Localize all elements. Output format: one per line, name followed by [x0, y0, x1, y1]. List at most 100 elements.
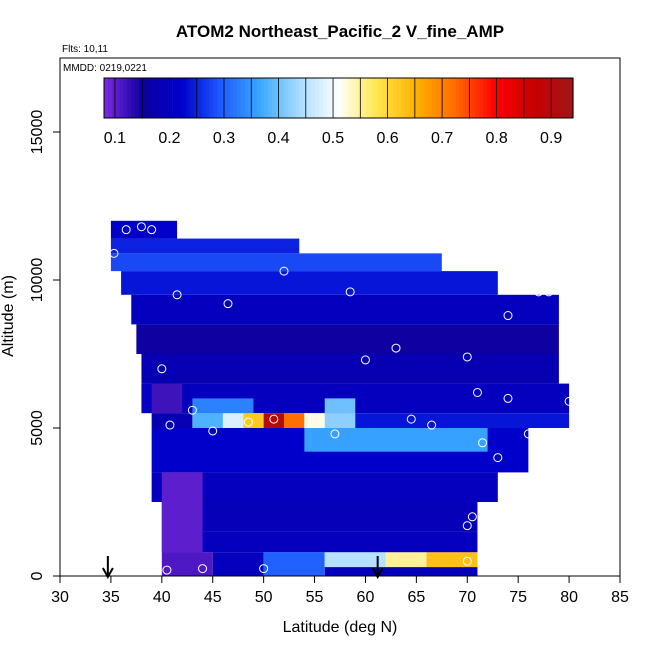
colorbar-segment [244, 78, 250, 118]
colorbar-segment [518, 78, 523, 118]
colorbar-segment [447, 78, 453, 118]
colorbar-segment [451, 78, 457, 118]
plot-frame [59, 57, 621, 577]
x-tick-label: 40 [153, 589, 171, 606]
heatmap-cell [192, 398, 254, 414]
colorbar-segment [389, 78, 394, 118]
y-tick-label: 15000 [29, 110, 46, 155]
colorbar-segment [146, 78, 152, 118]
colorbar-segment [307, 78, 312, 118]
colorbar-tick-label: 0.8 [486, 130, 508, 147]
sample-point [503, 275, 513, 285]
heatmap-cell [151, 413, 193, 428]
colorbar-segment [326, 78, 332, 118]
heatmap-cell [161, 531, 478, 553]
colorbar-segment [205, 78, 211, 118]
colorbar-segment [225, 78, 230, 118]
colorbar-segment [162, 78, 168, 118]
colorbar-segment [506, 78, 512, 118]
colorbar-segment [193, 78, 199, 118]
sample-point [503, 311, 513, 321]
colorbar-segment [342, 78, 347, 118]
colorbar-segment [127, 78, 132, 118]
heatmap-cell [141, 354, 559, 384]
colorbar-segment [526, 78, 531, 118]
sample-point [427, 420, 437, 430]
colorbar-segment [299, 78, 304, 118]
y-axis-label: Altitude (m) [0, 275, 17, 357]
arrow-head [101, 567, 114, 580]
colorbar-segment [373, 78, 379, 118]
sample-point [269, 414, 279, 424]
flights-label: Flts: 10,11 [62, 44, 108, 55]
colorbar-segment [287, 78, 293, 118]
colorbar-segment [264, 78, 269, 118]
sample-point [172, 290, 182, 300]
chart-title: ATOM2 Northeast_Pacific_2 V_fine_AMP [176, 22, 504, 41]
x-tick-label: 55 [306, 589, 324, 606]
colorbar-segment [170, 78, 175, 118]
colorbar-segment [322, 78, 328, 118]
colorbar-segment [401, 78, 406, 118]
colorbar-segment [436, 78, 441, 118]
colorbar-segment [455, 78, 461, 118]
colorbar-tick-label: 0.4 [267, 130, 289, 147]
colorbar-segment [166, 78, 172, 118]
colorbar-segment [221, 78, 226, 118]
heatmap-cell [136, 324, 559, 354]
colorbar-segment [295, 78, 301, 118]
colorbar-segment [197, 78, 203, 118]
colorbar-segment [217, 78, 222, 118]
heatmap-cell [222, 413, 244, 428]
colorbar-segment [311, 78, 316, 118]
y-axis: 0 5000 10000 15000 [29, 110, 60, 580]
colorbar-frame [103, 77, 574, 119]
colorbar-tick-label: 0.5 [322, 130, 344, 147]
heatmap-cell [304, 413, 325, 428]
heatmap-cell [192, 413, 223, 428]
colorbar-segment [338, 78, 344, 118]
colorbar-segment [483, 78, 488, 118]
colorbar-tick-label: 0.6 [376, 130, 398, 147]
x-tick-label: 75 [509, 589, 527, 606]
colorbar-segment [154, 78, 160, 118]
x-tick-label: 30 [51, 589, 69, 606]
colorbar-segment [377, 78, 383, 118]
sample-point [165, 420, 175, 430]
sample-point [243, 417, 253, 427]
sample-point [493, 453, 503, 463]
heatmap-cell [161, 552, 213, 576]
colorbar-segment [240, 78, 246, 118]
sample-point [391, 343, 401, 353]
heatmap-cell [110, 253, 442, 272]
heatmap-cell [263, 413, 284, 428]
heatmap-cell [110, 238, 300, 254]
x-tick-label: 60 [357, 589, 375, 606]
colorbar-segment [490, 78, 496, 118]
colorbar-segment [393, 78, 398, 118]
colorbar-segment [178, 78, 183, 118]
sample-point [330, 429, 340, 439]
colorbar-segment [475, 78, 480, 118]
sample-point [406, 414, 416, 424]
y-tick-label: 10000 [29, 258, 46, 303]
colorbar-segment [252, 78, 258, 118]
sample-point [478, 438, 488, 448]
colorbar-segment [131, 78, 136, 118]
colorbar-segment [334, 78, 340, 118]
colorbar-segment [561, 78, 566, 118]
colorbar-segment [139, 78, 144, 118]
colorbar-segment [279, 78, 285, 118]
colorbar-segment [510, 78, 515, 118]
colorbar-segment [444, 78, 449, 118]
heatmap-cell [161, 502, 478, 532]
colorbar-segment [432, 78, 437, 118]
heatmap-cell [161, 472, 203, 553]
colorbar-segment [537, 78, 543, 118]
colorbar-segment [209, 78, 215, 118]
colorbar-segment [565, 78, 570, 118]
sample-point [462, 521, 472, 531]
flight-arrows [101, 556, 384, 580]
sample-point [121, 225, 131, 235]
sample-point [147, 225, 157, 235]
